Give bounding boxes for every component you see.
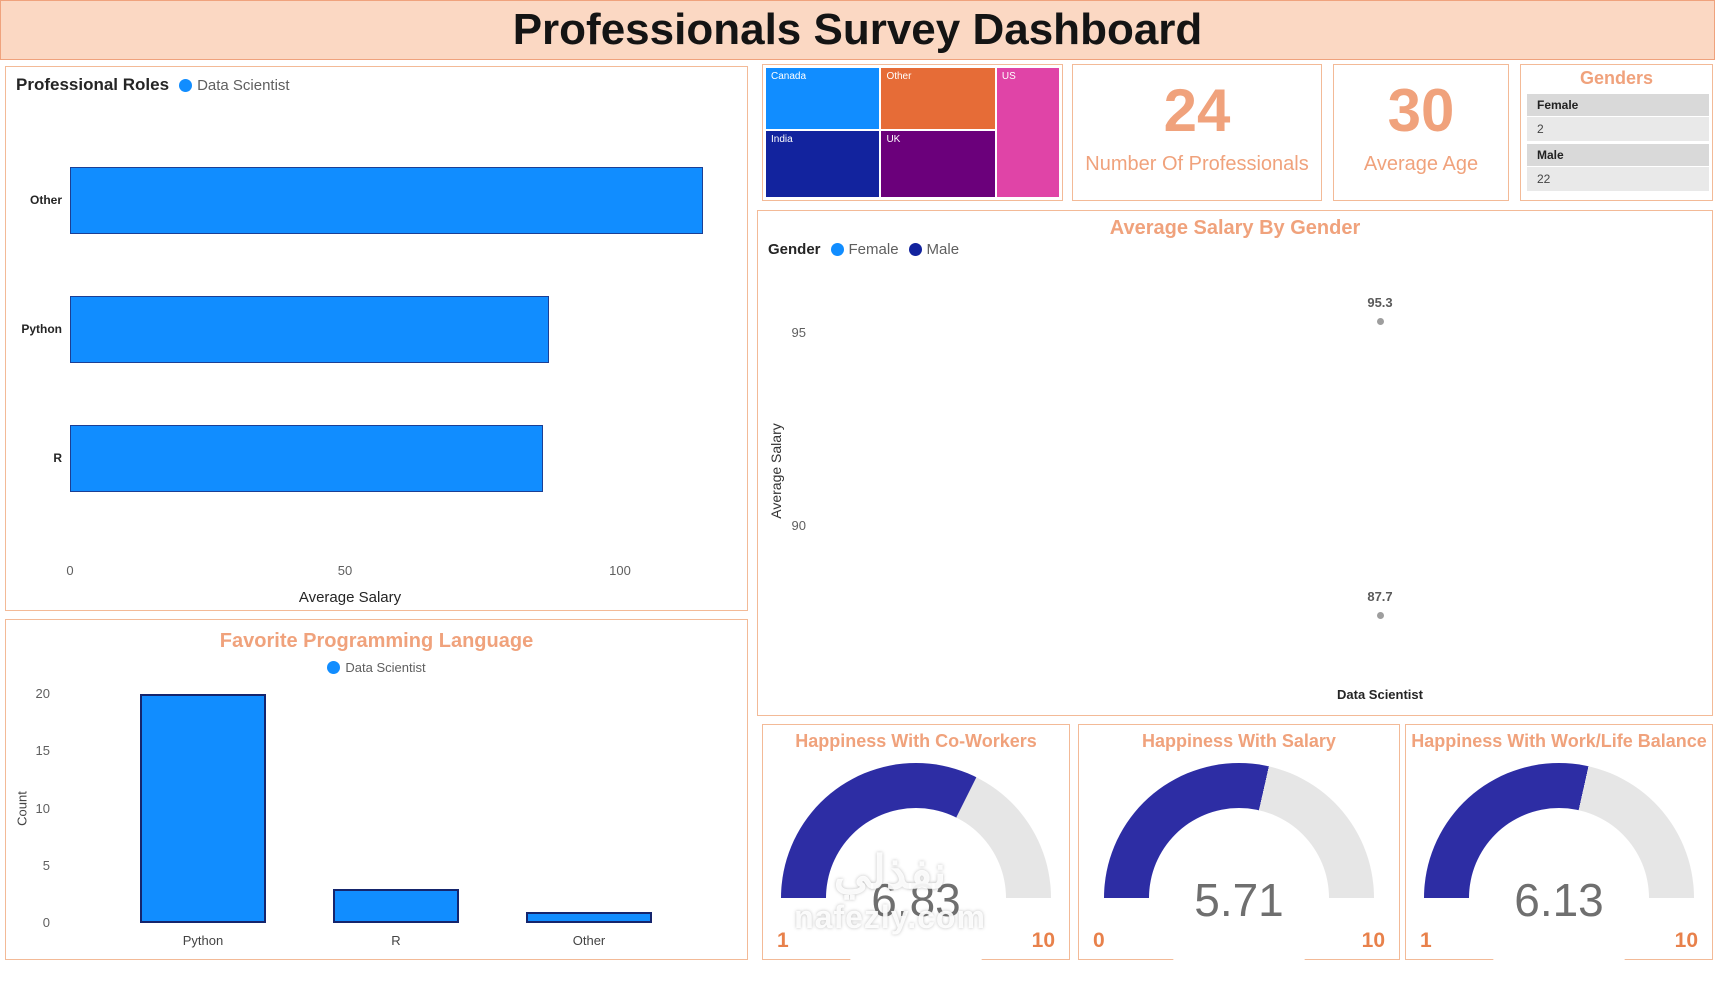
data-scientist-legend-dot — [327, 661, 341, 674]
gender-row-female[interactable]: Female — [1527, 94, 1709, 117]
gauge-value: 6.13 — [1514, 874, 1604, 926]
y-tick-95: 95 — [791, 325, 806, 340]
legend-item-male[interactable]: Male — [908, 241, 960, 258]
average-salary-by-gender-chart: Average Salary By Gender Gender Female M… — [757, 210, 1713, 716]
kpi-value: 30 — [1387, 77, 1455, 144]
y-tick-90: 90 — [791, 518, 806, 533]
treemap-cell-other[interactable]: Other — [881, 68, 995, 130]
scatter-legend: Gender Female Male — [768, 241, 959, 258]
y-tick-0: 0 — [42, 915, 50, 930]
kpi-label: Average Age — [1363, 153, 1479, 175]
chart-legend: Data Scientist — [6, 660, 747, 675]
bar-python[interactable] — [70, 296, 549, 363]
scatter-point-1[interactable] — [1377, 611, 1384, 619]
dashboard-title: Professionals Survey Dashboard — [512, 5, 1203, 54]
chart-title: Average Salary By Gender — [1109, 217, 1361, 239]
chart-title: Professional Roles — [16, 75, 170, 94]
gauge-max-label: 10 — [1674, 929, 1698, 952]
y-axis-label: Average Salary — [768, 423, 784, 519]
kpi-label: Number Of Professionals — [1085, 153, 1309, 175]
x-tick-50: 50 — [337, 563, 353, 578]
gauge-hole — [1149, 808, 1329, 988]
kpi-number-of-professionals: 24 Number Of Professionals — [1072, 64, 1322, 201]
gauge-happiness-coworkers: Happiness With Co-Workers 6.83 1 10 — [762, 724, 1070, 988]
gender-row-male[interactable]: Male — [1527, 144, 1709, 167]
scatter-point-0[interactable] — [1377, 318, 1384, 326]
gauge-title: Happiness With Work/Life Balance — [1411, 731, 1707, 751]
category-label-other: Other — [572, 933, 606, 948]
favorite-language-chart: Favorite Programming Language Data Scien… — [5, 619, 748, 960]
treemap-cell-label: US — [1001, 71, 1016, 82]
treemap-cell-label: Other — [886, 71, 912, 82]
genders-panel: Genders Female 2 Male 22 — [1520, 64, 1713, 201]
gauge-min-label: 0 — [1093, 929, 1105, 952]
treemap-cell-canada[interactable]: Canada — [766, 68, 880, 130]
legend-label: Data Scientist — [345, 660, 426, 675]
countries-treemap: Canada Other US India UK — [762, 64, 1063, 201]
legend-label: Male — [926, 241, 960, 258]
point-label-0: 95.3 — [1367, 295, 1393, 311]
female-legend-dot — [830, 243, 844, 256]
legend-item-female[interactable]: Female — [830, 241, 899, 258]
gauge-title: Happiness With Salary — [1142, 731, 1336, 751]
bar-python[interactable] — [140, 694, 266, 923]
legend-item-data-scientist[interactable]: Data Scientist — [179, 77, 290, 94]
x-tick-0: 0 — [66, 563, 74, 578]
gauge-title: Happiness With Co-Workers — [795, 731, 1037, 751]
y-tick-20: 20 — [35, 686, 50, 701]
gauge-value: 6.83 — [871, 874, 961, 926]
treemap-cell-india[interactable]: India — [766, 130, 880, 197]
professional-roles-chart: Professional Roles Data Scientist Averag… — [5, 66, 748, 611]
legend-label: Data Scientist — [197, 76, 290, 94]
category-label-python: Python — [182, 933, 224, 948]
chart-title: Favorite Programming Language — [219, 630, 534, 652]
legend-label: Female — [848, 241, 899, 258]
category-label-r: R — [53, 450, 62, 465]
y-tick-10: 10 — [35, 800, 50, 816]
treemap-cell-uk[interactable]: UK — [881, 130, 995, 197]
y-tick-5: 5 — [42, 857, 50, 873]
male-legend-dot — [908, 243, 922, 256]
kpi-value: 24 — [1163, 77, 1231, 144]
treemap-cell-label: India — [771, 133, 793, 145]
treemap-cell-us[interactable]: US — [996, 68, 1059, 197]
x-category-label: Data Scientist — [1337, 687, 1423, 702]
legend-title: Gender — [768, 241, 821, 258]
point-label-1: 87.7 — [1367, 588, 1393, 604]
gauge-happiness-worklife-balance: Happiness With Work/Life Balance 6.13 1 … — [1405, 724, 1713, 988]
gauge-max-label: 10 — [1031, 929, 1055, 952]
bar-other[interactable] — [70, 167, 703, 234]
treemap-plot: Canada Other US India UK — [766, 68, 1059, 197]
treemap-cell-label: Canada — [771, 71, 807, 82]
data-scientist-legend-dot — [179, 78, 193, 92]
gauge-min-label: 1 — [777, 929, 789, 952]
kpi-average-age: 30 Average Age — [1333, 64, 1509, 201]
gauge-arc[interactable] — [1424, 763, 1694, 988]
category-label-other: Other — [29, 192, 62, 207]
bar-other[interactable] — [526, 911, 652, 923]
bar-r[interactable] — [333, 888, 459, 923]
x-axis-label: Average Salary — [298, 589, 402, 606]
category-label-python: Python — [21, 321, 62, 336]
gauge-min-label: 1 — [1420, 929, 1432, 952]
bar-r[interactable] — [70, 425, 543, 492]
gauge-value: 5.71 — [1194, 874, 1284, 926]
genders-list: Female 2 Male 22 — [1527, 94, 1709, 191]
y-tick-15: 15 — [35, 743, 50, 759]
dashboard-header: Professionals Survey Dashboard — [0, 0, 1715, 60]
genders-title: Genders — [1579, 68, 1654, 88]
gauge-max-label: 10 — [1361, 929, 1385, 952]
gender-value-male[interactable]: 22 — [1527, 167, 1709, 191]
category-label-r: R — [391, 933, 401, 948]
gauge-hole — [826, 808, 1006, 988]
x-tick-100: 100 — [609, 563, 631, 578]
gender-value-female[interactable]: 2 — [1527, 117, 1709, 141]
treemap-cell-label: UK — [886, 133, 901, 145]
gauge-hole — [1469, 808, 1649, 988]
gauge-happiness-salary: Happiness With Salary 5.71 0 10 — [1078, 724, 1400, 988]
roles-chart-header: Professional Roles Data Scientist — [16, 75, 290, 95]
